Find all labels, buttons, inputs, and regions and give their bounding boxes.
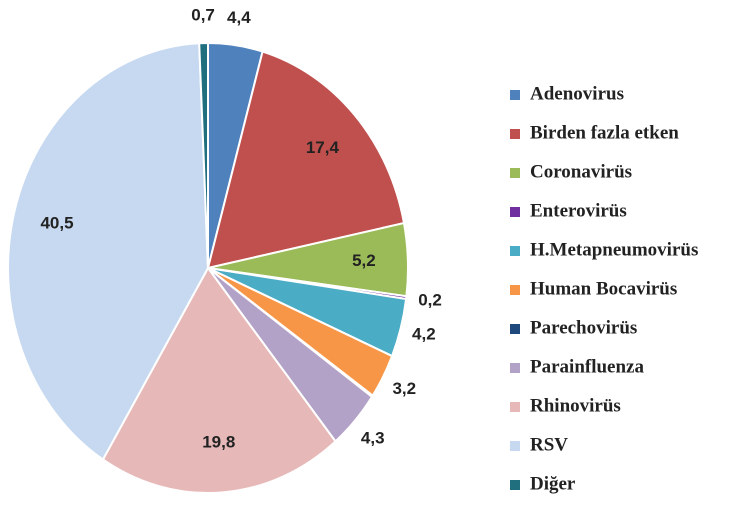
legend-swatch <box>510 402 520 412</box>
value-label: 17,4 <box>306 138 340 157</box>
legend-swatch <box>510 207 520 217</box>
value-label: 5,2 <box>352 251 376 270</box>
legend-label: Parainfluenza <box>530 356 644 377</box>
legend-label: Birden fazla etken <box>530 122 679 143</box>
legend-swatch <box>510 363 520 373</box>
legend-label: Enterovirüs <box>530 200 627 221</box>
legend-swatch <box>510 168 520 178</box>
pie-slice <box>198 41 209 269</box>
legend-swatch <box>510 90 520 100</box>
pie-slice <box>7 42 210 461</box>
value-label: 4,3 <box>361 428 385 447</box>
value-label: 0,2 <box>418 291 442 310</box>
legend-label: Human Bocavirüs <box>530 278 677 299</box>
legend-swatch <box>510 324 520 334</box>
legend-swatch <box>510 129 520 139</box>
legend-label: Diğer <box>530 473 576 494</box>
legend-label: Coronavirüs <box>530 161 632 182</box>
legend-swatch <box>510 480 520 490</box>
value-label: 40,5 <box>40 213 73 232</box>
value-label: 4,4 <box>227 8 251 27</box>
legend-label: Adenovirus <box>530 83 624 104</box>
pie-slice <box>206 50 406 270</box>
value-label: 4,2 <box>412 325 436 344</box>
legend-swatch <box>510 441 520 451</box>
legend-label: RSV <box>530 434 568 455</box>
legend-label: Parechovirüs <box>530 317 637 338</box>
legend-label: H.Metapneumovirüs <box>530 239 698 260</box>
legend-label: Rhinovirüs <box>530 395 621 416</box>
value-label: 3,2 <box>392 379 416 398</box>
legend-swatch <box>510 246 520 256</box>
value-label: 19,8 <box>202 433 235 452</box>
pie-slice <box>101 266 337 494</box>
legend-swatch <box>510 285 520 295</box>
value-label: 0,7 <box>191 6 215 25</box>
